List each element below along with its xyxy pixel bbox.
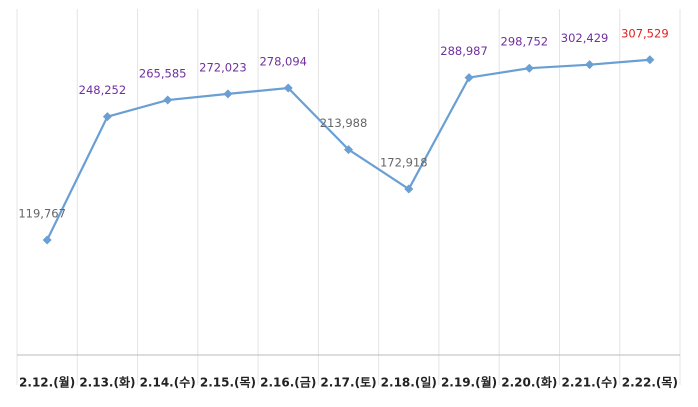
point — [42, 235, 52, 245]
x-tick-label: 2.21.(수) — [561, 376, 617, 390]
value-label: 265,585 — [139, 67, 187, 81]
x-tick-label: 2.13.(화) — [79, 375, 135, 390]
point — [283, 83, 293, 93]
value-label: 298,752 — [501, 35, 549, 49]
point — [404, 184, 414, 194]
x-tick-label: 2.15.(목) — [200, 376, 256, 390]
x-tick-label: 2.12.(월) — [19, 375, 75, 390]
point — [464, 73, 474, 83]
value-label: 172,918 — [380, 155, 428, 169]
x-tick-label: 2.17.(토) — [320, 376, 376, 390]
point — [524, 63, 534, 73]
value-label: 272,023 — [199, 60, 247, 74]
point — [102, 112, 112, 122]
value-label: 248,252 — [79, 83, 127, 97]
point — [344, 145, 353, 155]
x-tick-label: 2.14.(수) — [140, 376, 196, 390]
x-tick-label: 2.19.(월) — [441, 375, 497, 390]
point — [163, 95, 173, 105]
value-label: 288,987 — [440, 44, 488, 58]
x-tick-label: 2.22.(목) — [622, 376, 678, 390]
value-label: 307,529 — [621, 26, 669, 40]
value-label: 278,094 — [259, 55, 307, 69]
point — [645, 55, 655, 65]
value-label: 119,767 — [18, 207, 66, 221]
x-tick-label: 2.18.(일) — [381, 376, 437, 390]
x-tick-label: 2.20.(화) — [501, 375, 557, 390]
value-label: 213,988 — [320, 116, 368, 130]
point — [585, 60, 595, 70]
point — [223, 89, 233, 99]
x-tick-label: 2.16.(금) — [260, 376, 316, 390]
value-label: 302,429 — [561, 31, 609, 45]
